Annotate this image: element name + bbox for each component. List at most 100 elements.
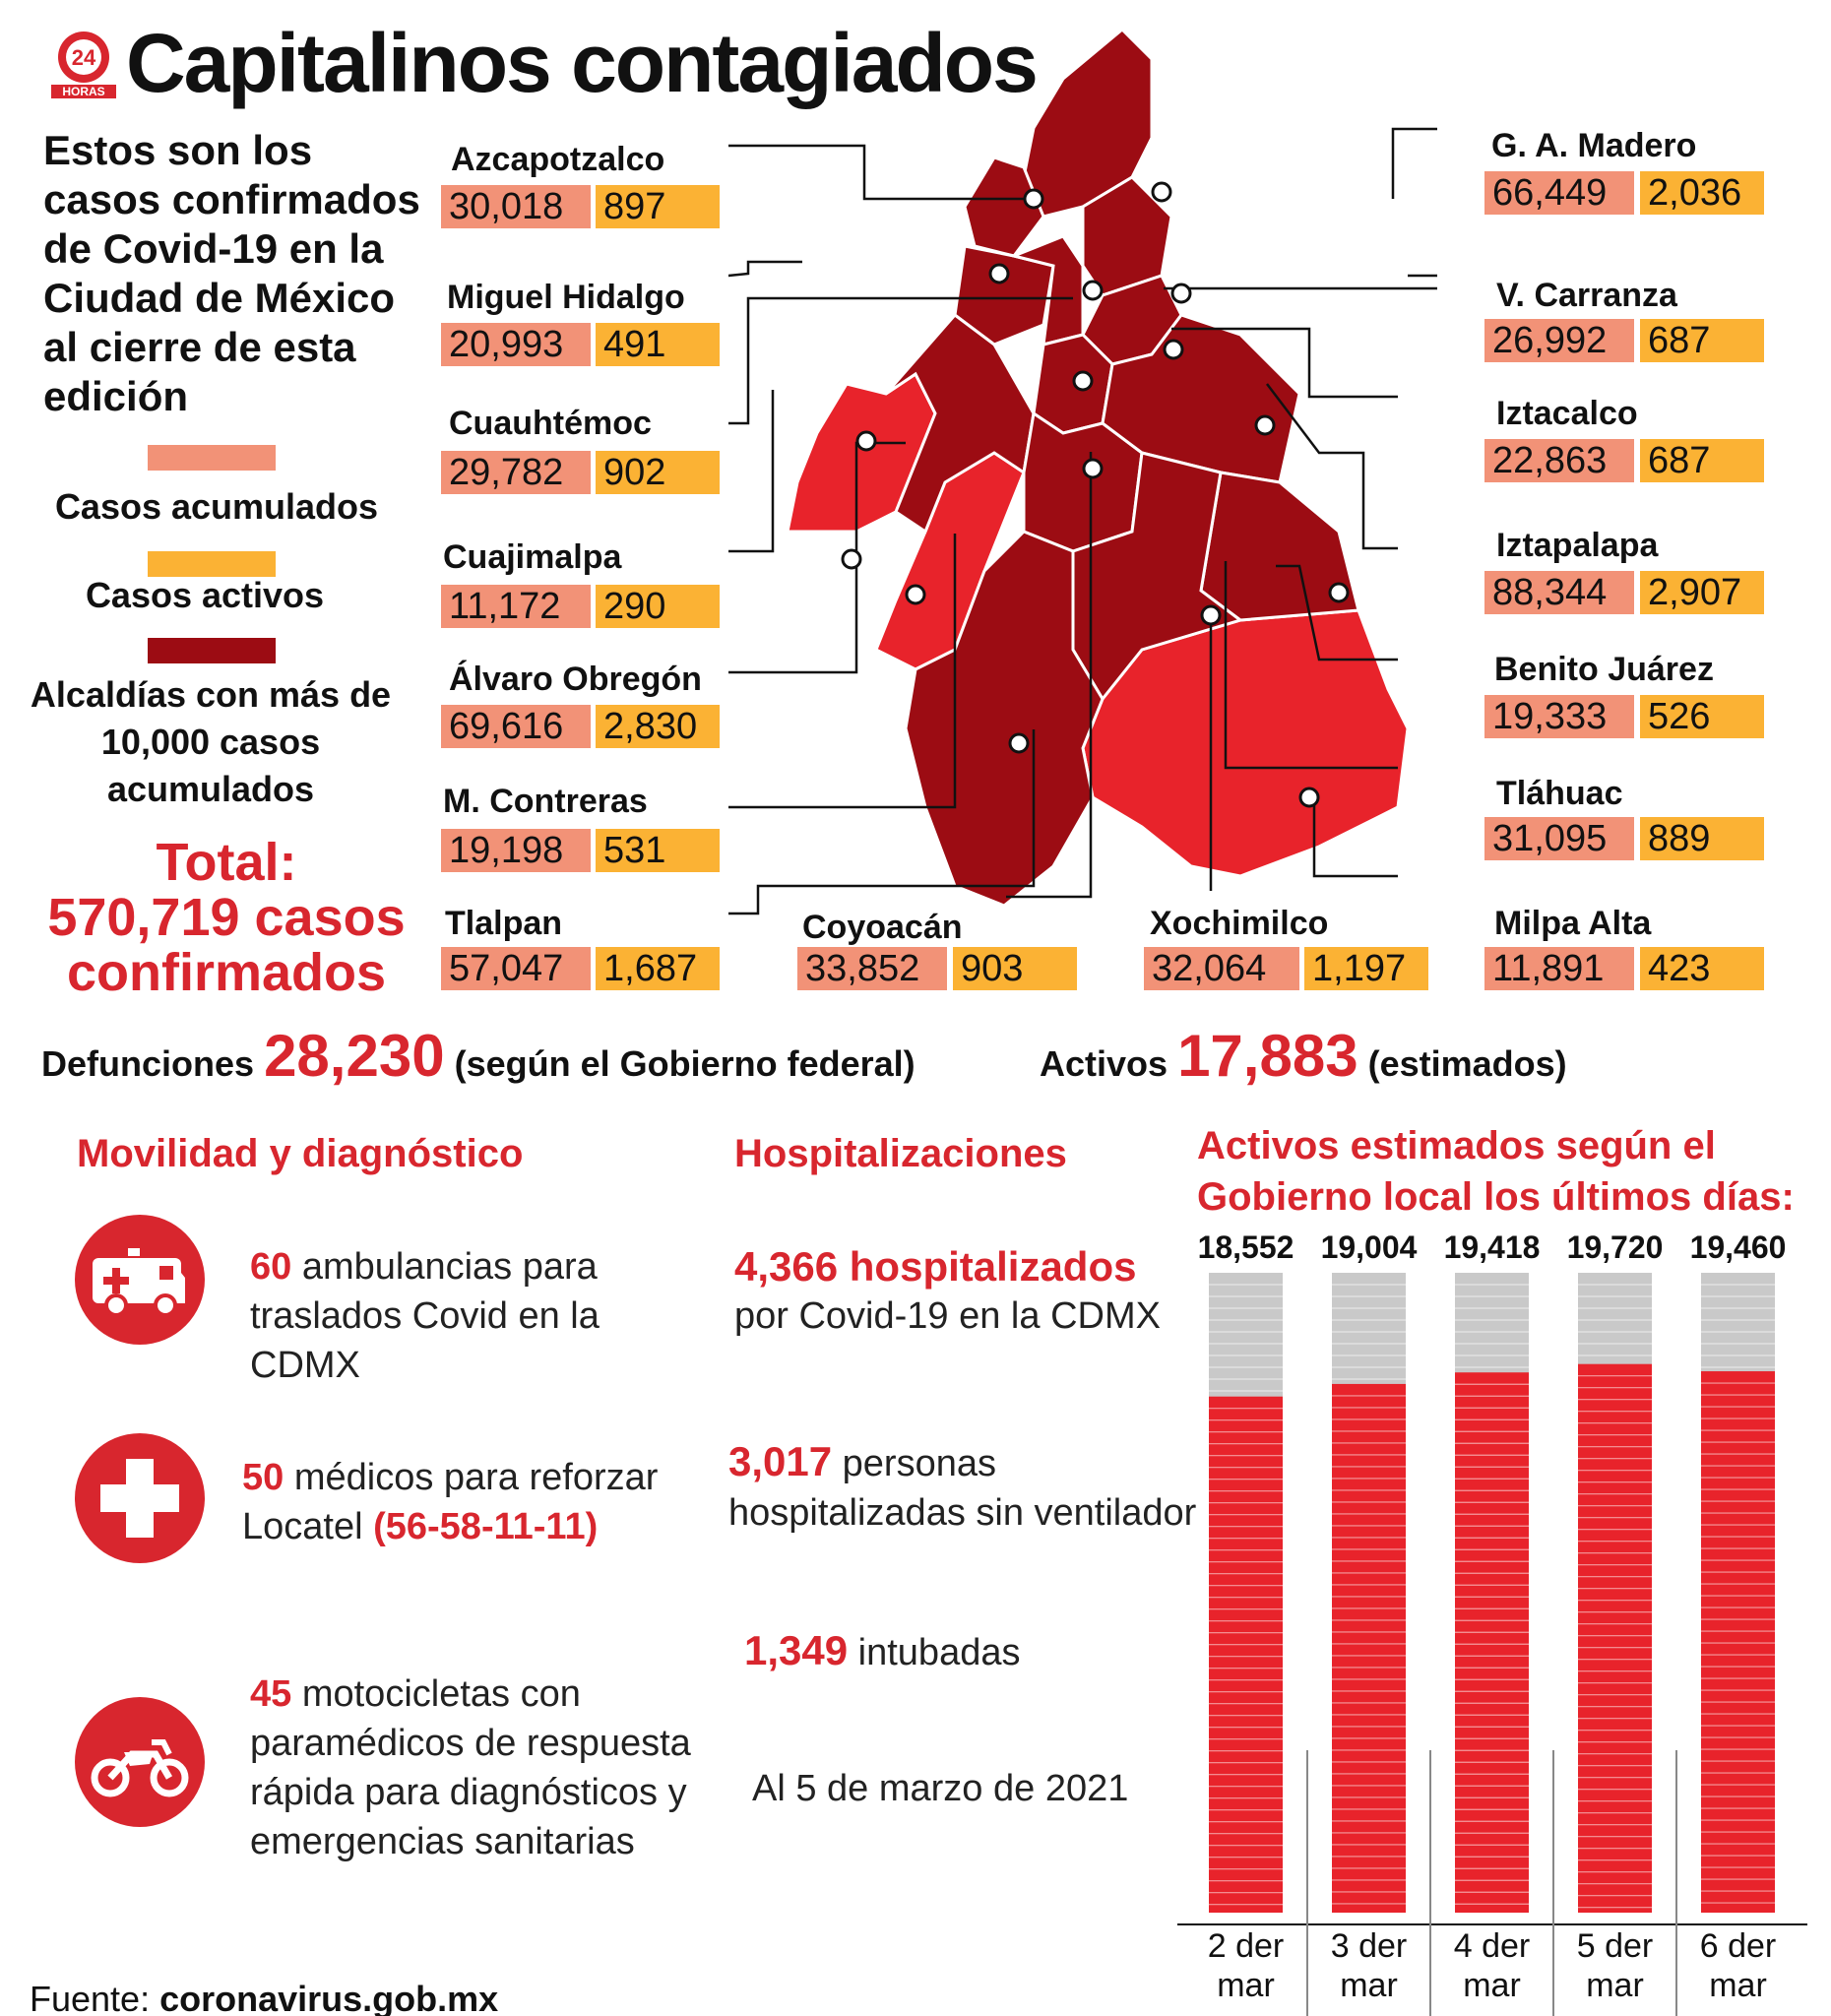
region-name-tlahuac: Tláhuac <box>1496 775 1623 812</box>
chart-bar <box>1701 1371 1775 1913</box>
region-acc-miguel-hidalgo: 20,993 <box>441 323 591 366</box>
hospital-stat-no-ventilator: 3,017 personas hospitalizadas sin ventil… <box>728 1437 1211 1538</box>
chart-category-label: 3 der <box>1331 1927 1408 1965</box>
region-act-carranza: 687 <box>1640 319 1764 362</box>
svg-text:HORAS: HORAS <box>62 85 104 98</box>
ambulance-icon <box>93 1248 185 1317</box>
region-act-cuauhtemoc: 902 <box>596 451 720 494</box>
source-footer: Fuente: coronavirus.gob.mx <box>30 1979 498 2016</box>
region-name-iztacalco: Iztacalco <box>1496 395 1638 432</box>
map-region-tlalpan <box>904 530 1105 908</box>
region-name-cuauhtemoc: Cuauhtémoc <box>449 405 652 442</box>
region-acc-tlalpan: 57,047 <box>441 947 591 990</box>
region-acc-gam: 66,449 <box>1484 171 1634 215</box>
region-acc-coyoacan: 33,852 <box>797 947 947 990</box>
region-act-iztapalapa: 2,907 <box>1640 571 1764 614</box>
total-label: Total: <box>156 833 297 892</box>
chart-value-label: 19,720 <box>1567 1229 1664 1265</box>
hospital-date: Al 5 de marzo de 2021 <box>752 1768 1129 1809</box>
region-acc-cuajimalpa: 11,172 <box>441 585 591 628</box>
hospital-stat-intubated: 1,349 intubadas <box>744 1626 1197 1677</box>
region-name-miguel-hidalgo: Miguel Hidalgo <box>447 279 685 316</box>
hospital-stat-total: 4,366 hospitalizados por Covid-19 en la … <box>734 1242 1187 1341</box>
region-act-contreras: 531 <box>596 829 720 872</box>
chart-value-label: 19,460 <box>1690 1229 1787 1265</box>
chart-category-label: 5 der <box>1577 1927 1654 1965</box>
region-name-coyoacan: Coyoacán <box>802 909 963 946</box>
region-name-carranza: V. Carranza <box>1496 277 1677 314</box>
region-acc-benito-juarez: 19,333 <box>1484 695 1634 738</box>
source-label: Fuente: <box>30 1979 160 2016</box>
region-name-milpa-alta: Milpa Alta <box>1494 905 1652 942</box>
no-ventilator-count: 3,017 <box>728 1438 833 1484</box>
motorcycles-count: 45 <box>250 1673 292 1715</box>
map-region-iztapalapa <box>1101 313 1301 484</box>
deaths-label: Defunciones <box>41 1043 255 1084</box>
ambulances-count: 60 <box>250 1246 292 1288</box>
motorcycle-icon <box>91 1739 189 1797</box>
region-acc-azcapotzalco: 30,018 <box>441 185 591 228</box>
intubated-text: intubadas <box>848 1632 1021 1673</box>
active-label: Activos <box>1040 1043 1168 1084</box>
legend-accumulated-label: Casos acumulados <box>54 486 379 527</box>
doctors-text: médicos para reforzar Locatel <box>242 1457 659 1547</box>
region-name-tlalpan: Tlalpan <box>445 905 563 942</box>
source-url: coronavirus.gob.mx <box>159 1979 499 2016</box>
region-act-iztacalco: 687 <box>1640 439 1764 482</box>
map-region-alvaro-obregon <box>884 312 1036 535</box>
region-acc-carranza: 26,992 <box>1484 319 1634 362</box>
mobility-title: Movilidad y diagnóstico <box>77 1132 524 1175</box>
chart-category-label: mar <box>1217 1967 1275 2004</box>
region-acc-iztapalapa: 88,344 <box>1484 571 1634 614</box>
cdmx-map <box>728 27 1437 915</box>
ambulance-icon-circle <box>75 1215 205 1345</box>
region-name-alvaro-obregon: Álvaro Obregón <box>449 661 702 698</box>
total-suffix: confirmados <box>66 943 387 1002</box>
region-act-azcapotzalco: 897 <box>596 185 720 228</box>
hospital-title: Hospitalizaciones <box>734 1132 1067 1175</box>
chart-value-label: 19,004 <box>1321 1229 1418 1265</box>
locatel-phone: (56-58-11-11) <box>373 1506 599 1547</box>
region-acc-cuauhtemoc: 29,782 <box>441 451 591 494</box>
region-act-tlahuac: 889 <box>1640 817 1764 860</box>
chart-category-label: mar <box>1709 1967 1767 2004</box>
chart-category-label: 6 der <box>1700 1927 1777 1965</box>
deaths-stat: Defunciones 28,230 (según el Gobierno fe… <box>41 1022 916 1090</box>
active-value: 17,883 <box>1177 1023 1358 1089</box>
region-act-milpa-alta: 423 <box>1640 947 1764 990</box>
medical-cross-icon <box>100 1459 179 1538</box>
page-title: Capitalinos contagiados <box>126 17 1039 109</box>
chart-value-label: 19,418 <box>1444 1229 1541 1265</box>
region-act-gam: 2,036 <box>1640 171 1764 215</box>
region-act-tlalpan: 1,687 <box>596 947 720 990</box>
motorcycles-text: motocicletas con paramédicos de respuest… <box>250 1673 691 1862</box>
deaths-value: 28,230 <box>264 1023 445 1089</box>
chart-category-label: mar <box>1463 1967 1521 2004</box>
chart-category-label: mar <box>1340 1967 1398 2004</box>
chart-title: Activos estimados según el Gobierno loca… <box>1197 1124 1795 1219</box>
region-name-iztapalapa: Iztapalapa <box>1496 527 1659 564</box>
region-acc-xochimilco: 32,064 <box>1144 947 1299 990</box>
deaths-note: (según el Gobierno federal) <box>454 1043 916 1084</box>
region-act-coyoacan: 903 <box>953 947 1077 990</box>
legend-active-swatch <box>148 551 276 577</box>
region-acc-tlahuac: 31,095 <box>1484 817 1634 860</box>
region-name-benito-juarez: Benito Juárez <box>1494 651 1714 688</box>
chart-category-label: 2 der <box>1208 1927 1285 1965</box>
chart-bar <box>1332 1383 1406 1913</box>
newspaper-logo: 24 HORAS <box>51 32 116 98</box>
intubated-count: 1,349 <box>744 1627 849 1673</box>
motorcycle-icon-circle <box>75 1697 205 1827</box>
chart-category-label: mar <box>1586 1967 1644 2004</box>
active-stat: Activos 17,883 (estimados) <box>1040 1022 1567 1090</box>
legend-active-label: Casos activos <box>85 575 325 615</box>
chart-value-label: 18,552 <box>1198 1229 1294 1265</box>
region-name-contreras: M. Contreras <box>443 783 648 820</box>
legend-over10k-label: Alcaldías con más de 10,000 casos acumul… <box>30 674 392 809</box>
active-note: (estimados) <box>1367 1043 1567 1084</box>
mobility-item-doctors: 50 médicos para reforzar Locatel (56-58-… <box>242 1453 705 1551</box>
ambulances-text: ambulancias para traslados Covid en la C… <box>250 1246 600 1386</box>
region-name-azcapotzalco: Azcapotzalco <box>451 141 665 178</box>
hospitalized-count: 4,366 hospitalizados <box>734 1243 1137 1290</box>
